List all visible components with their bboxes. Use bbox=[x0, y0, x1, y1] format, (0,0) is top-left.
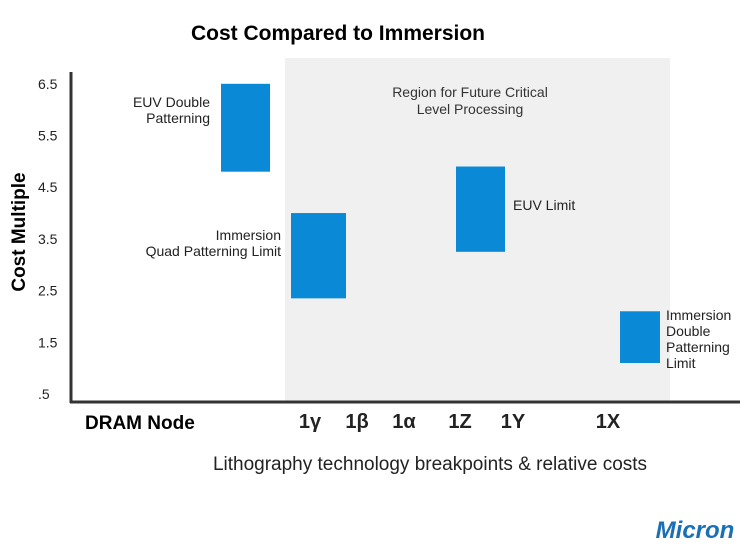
x-tick-label: 1γ bbox=[299, 411, 322, 433]
bar-label: Limit bbox=[666, 355, 696, 371]
y-tick-label: 1.5 bbox=[38, 334, 58, 350]
region-label-line2: Level Processing bbox=[417, 101, 524, 117]
x-tick-label: 1α bbox=[392, 411, 416, 433]
x-tick-label: 1β bbox=[345, 411, 368, 433]
x-tick-label: 1Y bbox=[501, 411, 526, 433]
range-bar bbox=[620, 311, 660, 363]
x-axis-label: Lithography technology breakpoints & rel… bbox=[213, 454, 647, 475]
y-tick-label: 6.5 bbox=[38, 76, 58, 92]
y-tick-label: 2.5 bbox=[38, 283, 58, 299]
y-tick-label: 4.5 bbox=[38, 179, 58, 195]
range-bar bbox=[221, 83, 270, 172]
y-axis-label: Cost Multiple bbox=[9, 172, 30, 291]
bar-label: EUV Double bbox=[133, 94, 210, 110]
bar-label: Immersion bbox=[666, 307, 731, 323]
bar-label: Patterning bbox=[146, 110, 210, 126]
range-bar bbox=[456, 166, 505, 252]
y-tick-label: 3.5 bbox=[38, 231, 58, 247]
bar-label: Patterning bbox=[666, 339, 730, 355]
bar-label: EUV Limit bbox=[513, 197, 575, 213]
y-tick-label: .5 bbox=[38, 386, 50, 402]
range-bar bbox=[291, 213, 346, 299]
svg-text:Micron: Micron bbox=[656, 517, 735, 544]
region-label-line1: Region for Future Critical bbox=[392, 84, 548, 100]
chart-title: Cost Compared to Immersion bbox=[191, 22, 485, 45]
x-axis-caption: DRAM Node bbox=[85, 413, 195, 434]
micron-logo: Micron bbox=[656, 517, 735, 544]
x-tick-label: 1X bbox=[596, 411, 621, 433]
bar-label: Quad Patterning Limit bbox=[146, 243, 282, 259]
y-tick-label: 5.5 bbox=[38, 128, 58, 144]
x-tick-label: 1Z bbox=[448, 411, 471, 433]
bar-label: Double bbox=[666, 323, 711, 339]
bar-label: Immersion bbox=[216, 227, 281, 243]
